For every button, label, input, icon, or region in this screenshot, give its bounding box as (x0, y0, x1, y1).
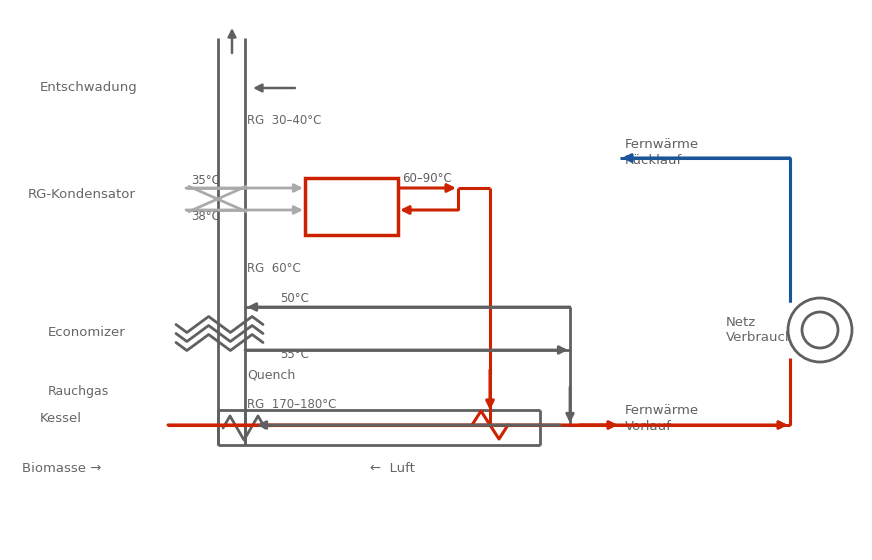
Text: 38°C: 38°C (191, 211, 220, 223)
Text: Netz
Verbraucher: Netz Verbraucher (726, 316, 808, 344)
Text: RG  60°C: RG 60°C (247, 262, 301, 274)
Circle shape (802, 312, 838, 348)
Text: 55°C: 55°C (280, 348, 309, 362)
Text: 60–90°C: 60–90°C (402, 172, 452, 185)
Text: Rauchgas: Rauchgas (48, 385, 109, 399)
Text: ←  Luft: ← Luft (370, 461, 415, 474)
Text: 50°C: 50°C (280, 292, 309, 305)
Text: Rücklauf: Rücklauf (625, 153, 682, 166)
Text: 35°C: 35°C (191, 174, 220, 186)
Text: RG  170–180°C: RG 170–180°C (247, 398, 337, 410)
Text: RG  30–40°C: RG 30–40°C (247, 114, 322, 127)
Text: Economizer: Economizer (48, 325, 126, 338)
Circle shape (788, 298, 852, 362)
Text: Fernwärme: Fernwärme (625, 138, 699, 151)
Text: Kessel: Kessel (40, 412, 82, 424)
Text: Wärme-
pumpe: Wärme- pumpe (324, 192, 378, 222)
Text: Entschwadung: Entschwadung (40, 82, 138, 95)
Text: Biomasse →: Biomasse → (22, 461, 101, 474)
Text: RG-Kondensator: RG-Kondensator (28, 189, 136, 202)
Text: Vorlauf: Vorlauf (625, 421, 671, 433)
Bar (305, 178, 398, 235)
Text: Fernwärme: Fernwärme (625, 404, 699, 418)
Text: Quench: Quench (247, 368, 296, 381)
